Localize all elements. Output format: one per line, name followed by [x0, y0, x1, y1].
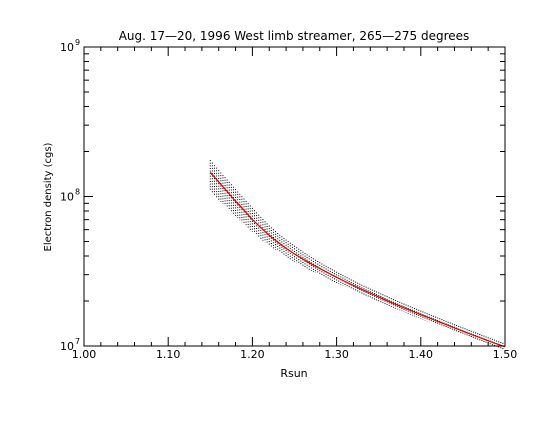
- plot-area: [209, 160, 506, 350]
- chart-title: Aug. 17—20, 1996 West limb streamer, 265…: [119, 29, 470, 43]
- x-tick-label: 1.30: [324, 348, 349, 361]
- x-tick-label: 1.20: [240, 348, 265, 361]
- y-axis-label: Electron density (cgs): [43, 142, 54, 251]
- data-band-series: [209, 160, 504, 350]
- y-tick-exponent: 8: [75, 188, 80, 197]
- x-tick-label: 1.40: [409, 348, 434, 361]
- y-tick-exponent: 9: [75, 38, 80, 47]
- plot-frame: [83, 46, 506, 347]
- x-axis-label: Rsun: [280, 367, 307, 380]
- y-tick-label: 10: [60, 41, 74, 54]
- x-tick-label: 1.10: [156, 348, 181, 361]
- y-tick-label: 10: [60, 340, 74, 353]
- y-tick-label: 10: [60, 191, 74, 204]
- y-tick-exponent: 7: [75, 337, 80, 346]
- x-tick-label: 1.50: [493, 348, 518, 361]
- fit-line: [209, 171, 506, 348]
- x-tick-label: 1.00: [72, 348, 97, 361]
